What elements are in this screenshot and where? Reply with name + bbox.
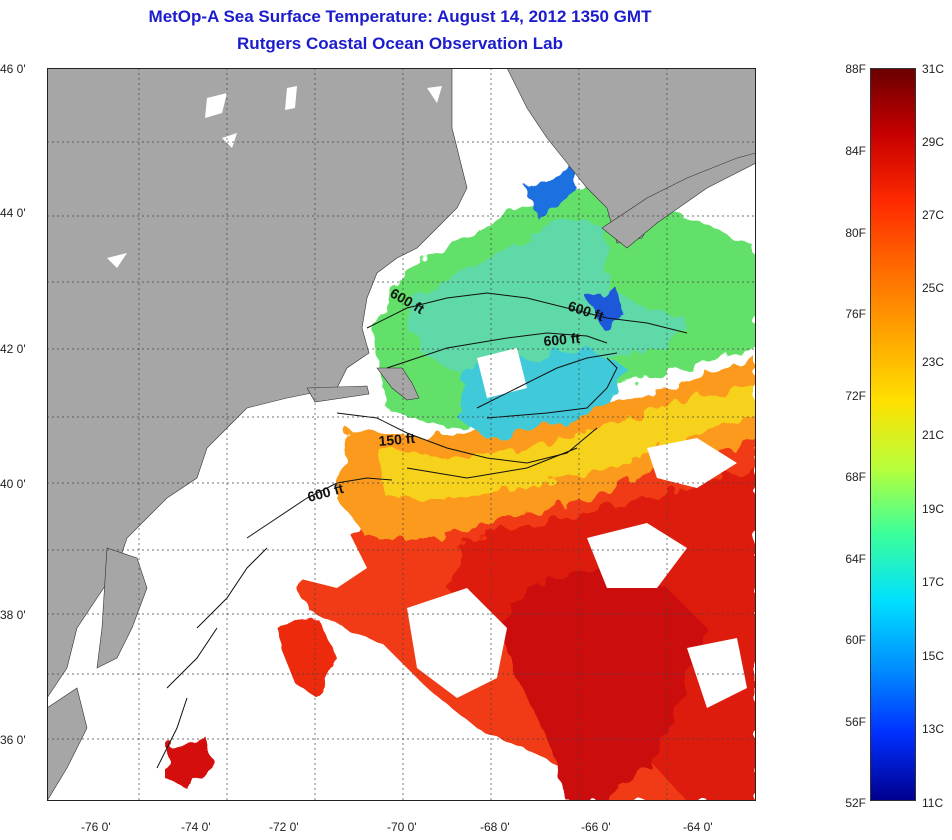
map-border	[47, 68, 756, 801]
colorbar-c-label: 17C	[922, 575, 945, 589]
colorbar-c-label: 19C	[922, 502, 945, 516]
lat-label: 40 0'	[0, 477, 26, 491]
colorbar-c-label: 15C	[922, 649, 945, 663]
colorbar-c-label: 23C	[922, 355, 945, 369]
colorbar-f-label: 80F	[845, 226, 866, 240]
colorbar-f-label: 52F	[845, 796, 866, 810]
colorbar-f-label: 60F	[845, 633, 866, 647]
lon-label: -68 0'	[480, 820, 510, 834]
map-title: MetOp-A Sea Surface Temperature: August …	[148, 7, 652, 26]
lat-label: 46 0'	[0, 62, 26, 76]
colorbar-c-label: 25C	[922, 281, 945, 295]
colorbar-c-label: 21C	[922, 428, 945, 442]
colorbar-f-label: 68F	[845, 470, 866, 484]
colorbar-c-label: 29C	[922, 135, 945, 149]
colorbar-c-label: 13C	[922, 722, 945, 736]
lon-label: -64 0'	[683, 820, 713, 834]
graticule	[47, 68, 756, 801]
landmass	[47, 68, 756, 801]
lon-label: -74 0'	[181, 820, 211, 834]
colorbar-f-label: 84F	[845, 144, 866, 158]
sst-field	[165, 158, 756, 801]
cloud-patches	[207, 348, 747, 728]
lat-label: 36 0'	[0, 733, 26, 747]
lon-label: -70 0'	[387, 820, 417, 834]
colorbar-f-label: 72F	[845, 389, 866, 403]
sst-map: 600 ft 600 ft 600 ft 150 ft 600 ft	[47, 68, 756, 801]
lat-label: 38 0'	[0, 608, 26, 622]
contour-label: 600 ft	[543, 330, 581, 349]
lon-label: -66 0'	[581, 820, 611, 834]
inland-lakes	[107, 86, 442, 268]
colorbar-c-label: 27C	[922, 208, 945, 222]
map-subtitle: Rutgers Coastal Ocean Observation Lab	[237, 34, 563, 53]
colorbar-f-label: 56F	[845, 715, 866, 729]
colorbar-c-label: 31C	[922, 62, 945, 76]
colorbar-c-label: 11C	[922, 796, 944, 810]
temperature-colorbar	[870, 68, 916, 801]
colorbar-f-label: 88F	[845, 62, 866, 76]
contour-label: 150 ft	[378, 430, 416, 449]
colorbar-f-label: 64F	[845, 552, 866, 566]
bathymetry-contours	[156, 292, 688, 769]
lon-label: -72 0'	[269, 820, 299, 834]
colorbar-f-label: 76F	[845, 307, 866, 321]
lat-label: 44 0'	[0, 206, 26, 220]
lon-label: -76 0'	[81, 820, 111, 834]
lat-label: 42 0'	[0, 342, 26, 356]
